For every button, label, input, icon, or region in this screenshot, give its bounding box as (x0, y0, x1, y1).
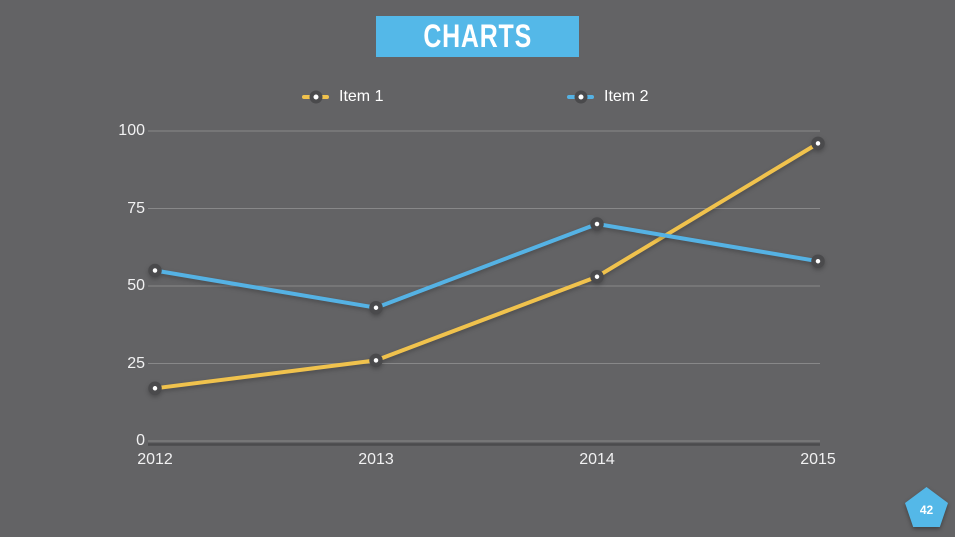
legend-label-item2: Item 2 (604, 88, 649, 105)
x-tick-label: 2015 (800, 451, 836, 468)
data-point-marker (811, 136, 825, 151)
series1-marker-icon (302, 90, 329, 104)
legend-item-2: Item 2 (567, 87, 648, 107)
data-point-marker (590, 217, 604, 231)
y-tick-label: 0 (136, 432, 145, 449)
series-1 (148, 136, 825, 396)
page-title: CHARTS (423, 17, 532, 55)
legend-label-item1: Item 1 (339, 88, 384, 105)
series2-marker-icon (567, 90, 594, 104)
data-point-marker (811, 254, 825, 268)
series2-dot-icon (574, 90, 587, 104)
y-tick-label: 50 (127, 277, 145, 294)
x-tick-label: 2012 (137, 451, 173, 468)
title-banner: CHARTS (376, 16, 579, 57)
data-point-marker (148, 381, 162, 396)
y-tick-label: 75 (127, 199, 145, 217)
x-tick-label: 2014 (579, 451, 615, 468)
data-point-marker (148, 263, 162, 278)
data-point-marker (369, 353, 383, 368)
data-point-marker (369, 300, 383, 315)
page-number-badge: 42 (905, 487, 948, 527)
y-tick-label: 25 (127, 354, 145, 372)
legend-item-1: Item 1 (302, 87, 383, 107)
series1-dot-icon (309, 90, 322, 104)
x-tick-label: 2013 (358, 451, 394, 468)
series-2 (148, 217, 825, 315)
series-line (153, 222, 820, 310)
page-number: 42 (919, 502, 934, 517)
y-tick-label: 100 (118, 122, 145, 139)
series-line (153, 141, 820, 391)
pentagon-icon: 42 (905, 487, 948, 527)
data-point-marker (590, 269, 604, 284)
